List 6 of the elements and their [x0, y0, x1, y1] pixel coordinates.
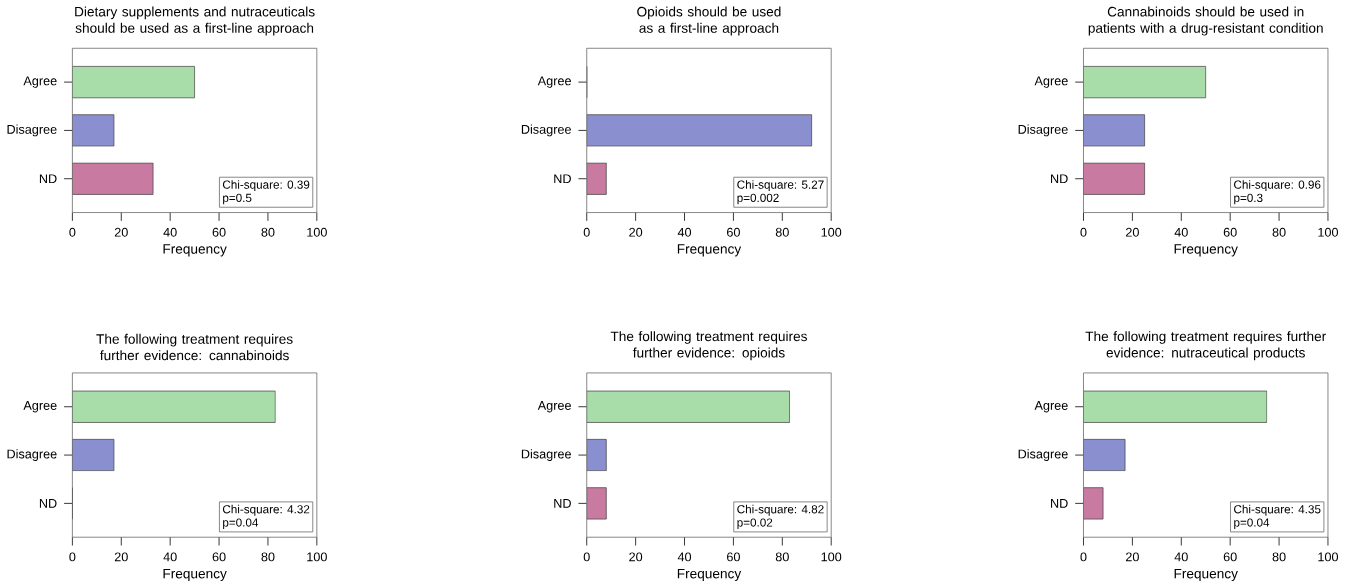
bar [72, 66, 195, 99]
bar [72, 114, 115, 147]
bar [1083, 487, 1104, 520]
bar [1083, 390, 1268, 424]
bar [72, 162, 154, 196]
bar [1083, 439, 1126, 472]
